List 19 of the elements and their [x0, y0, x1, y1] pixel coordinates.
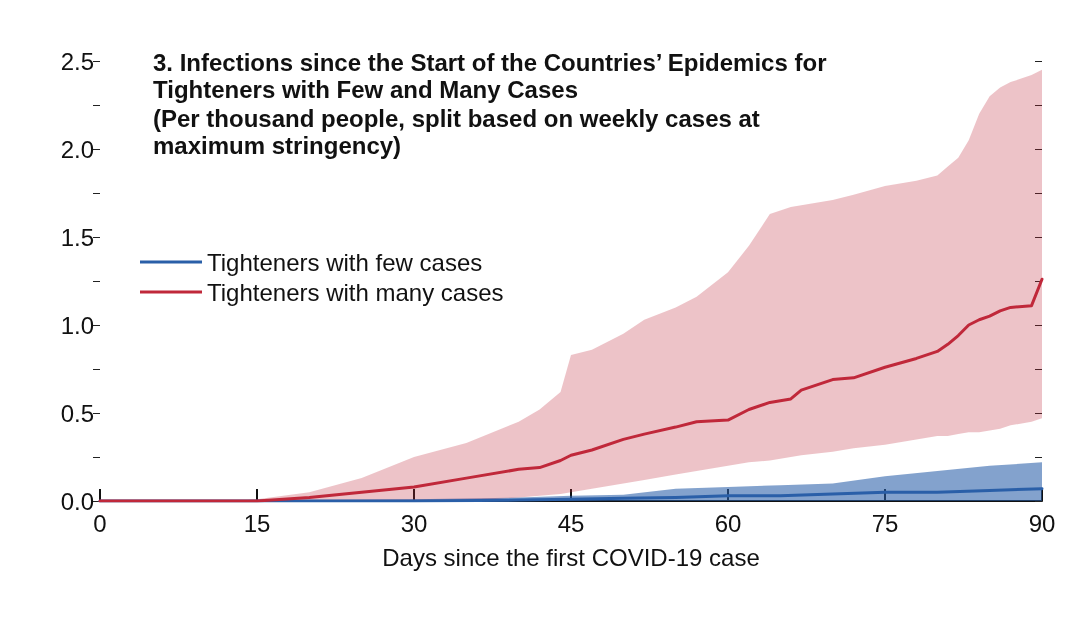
x-axis-title: Days since the first COVID-19 case	[382, 543, 760, 571]
x-tick-label: 75	[871, 509, 899, 537]
x-tick-label: 30	[400, 509, 428, 537]
y-tick-label: 1.0	[60, 311, 94, 339]
text: (Per thousand people, split based on weekly cases at maximum stringency)	[153, 105, 767, 159]
chart-title: 3. Infections since the Start of the Countries’ Epidemics for Tighteners with Few and Many Cases	[153, 49, 834, 103]
x-tick-label: 60	[714, 509, 742, 537]
x-tick-label: 90	[1028, 509, 1056, 537]
line-series	[98, 277, 1044, 503]
x-tick-label: 0	[93, 509, 107, 537]
y-tick-label: 2.5	[60, 47, 94, 75]
x-tick-label: 15	[243, 509, 271, 537]
legend-label: Tighteners with few cases	[207, 248, 483, 276]
y-tick-label: 0.0	[60, 487, 94, 515]
x-tick-label: 45	[557, 509, 585, 537]
legend-label: Tighteners with many cases	[207, 278, 504, 306]
y-tick-label: 2.0	[60, 135, 94, 163]
y-tick-label: 1.5	[60, 223, 94, 251]
y-tick-label: 0.5	[60, 399, 94, 427]
